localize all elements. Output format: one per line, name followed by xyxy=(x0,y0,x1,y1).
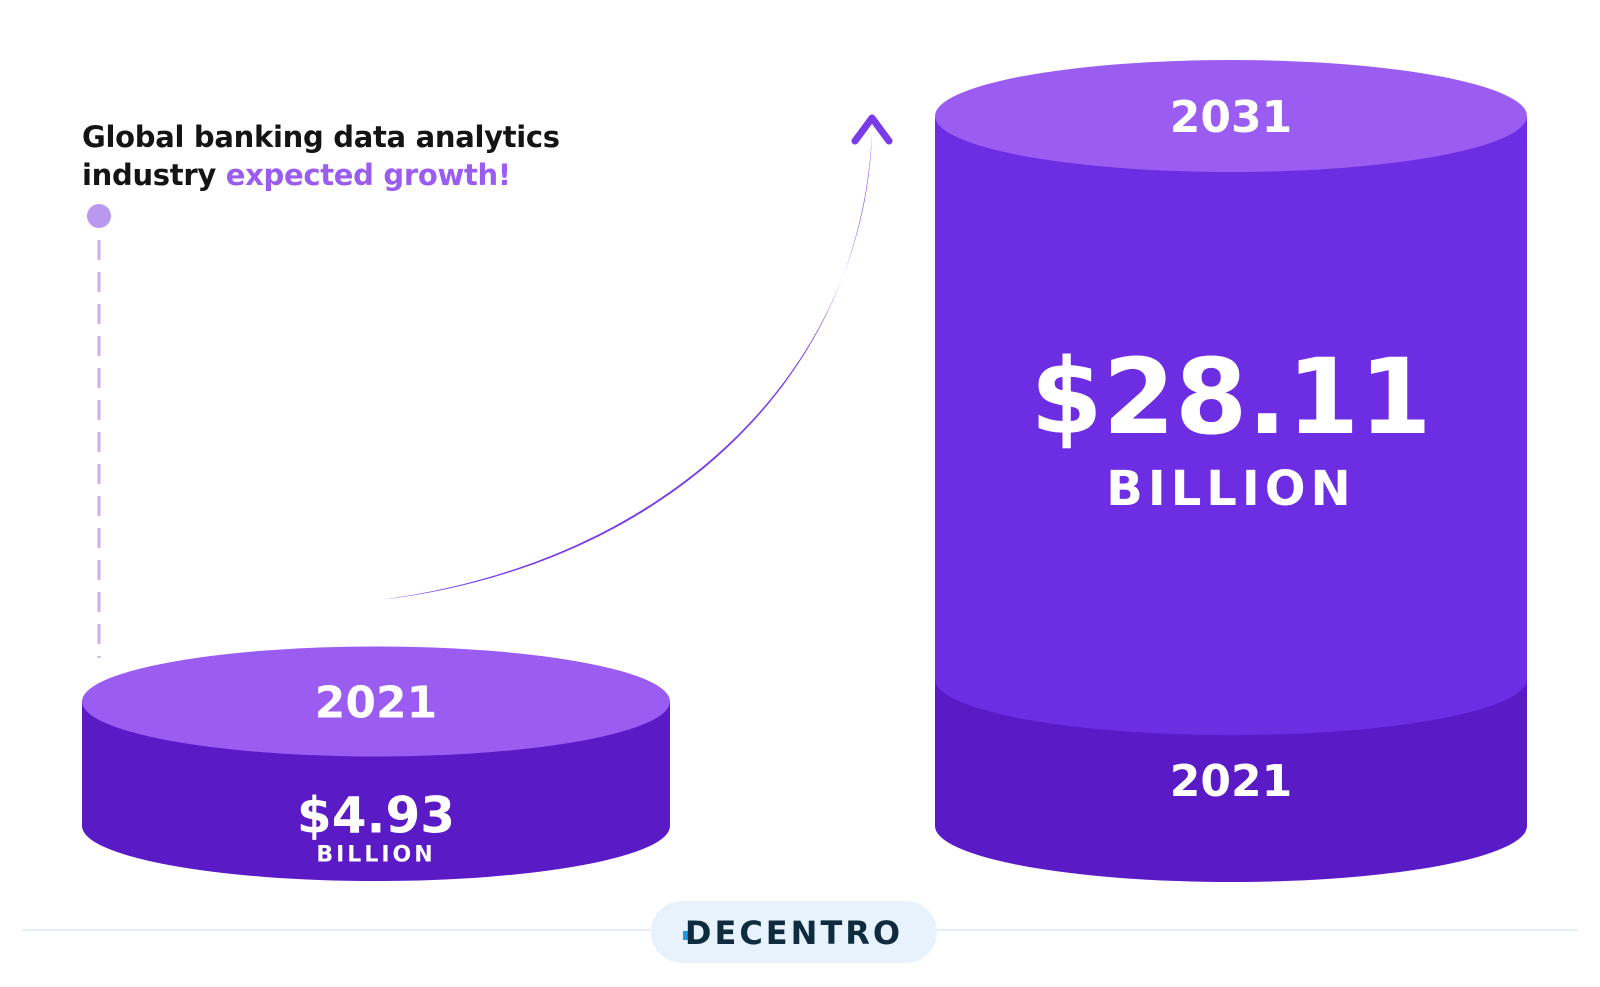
bar-2021-value-label: $4.93 xyxy=(297,786,455,844)
chart-title: Global banking data analytics industry e… xyxy=(82,118,560,194)
bar-2031-value-label: $28.11 xyxy=(1030,336,1431,458)
bar-2031-body xyxy=(935,116,1527,736)
bar-2021-category-label: 2021 xyxy=(315,677,437,728)
growth-arrow xyxy=(380,132,872,600)
brand-logo-dot xyxy=(683,931,688,940)
title-line-1: Global banking data analytics xyxy=(82,120,560,154)
bar-2031-unit-label: BILLION xyxy=(1106,461,1355,517)
bar-2021: 2021 $4.93 BILLION xyxy=(82,646,670,881)
title-prefix: industry xyxy=(82,158,216,192)
bar-2031-category-label: 2031 xyxy=(1170,92,1292,143)
brand-logo-text: DECENTRO xyxy=(685,914,903,952)
bar-2031: 2031 $28.11 BILLION 2021 xyxy=(935,60,1527,882)
growth-arrow-head xyxy=(851,114,893,145)
bar-2031-top xyxy=(935,60,1527,172)
bar-2021-top xyxy=(82,646,670,757)
title-line-2: industry expected growth! xyxy=(82,156,560,194)
bar-2031-reference-label: 2021 xyxy=(1170,756,1292,807)
brand-pill xyxy=(651,901,937,963)
timeline-dot xyxy=(87,204,111,228)
bar-2021-unit-label: BILLION xyxy=(316,842,435,867)
bar-2031-base xyxy=(935,679,1527,882)
title-highlight: expected growth! xyxy=(225,158,511,192)
